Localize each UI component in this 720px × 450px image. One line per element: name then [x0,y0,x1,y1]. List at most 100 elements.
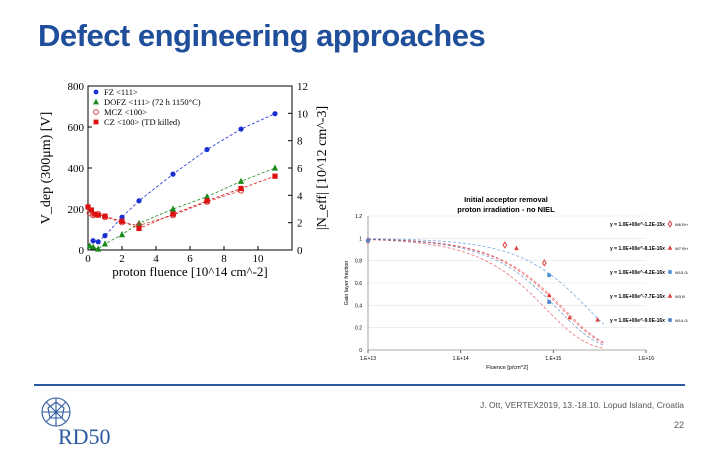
page-number: 22 [673,420,684,430]
data-point [514,245,519,251]
y-tick-label: 0.2 [355,326,362,332]
legend-marker [668,318,672,322]
citation-text: J. Ott, VERTEX2019, 13.-18.10. Lopud Isl… [480,400,684,410]
fit-curve [367,239,604,349]
legend-marker [668,270,672,274]
data-point [102,233,108,239]
legend-marker [93,98,99,105]
x-tick-label: 1.E+15 [545,356,561,362]
data-point [119,218,125,224]
data-point [547,300,551,304]
legend-marker [93,119,99,125]
legend-label: W14 Ga [675,318,688,323]
data-point [502,241,508,249]
legend-marker [667,245,673,250]
data-point [102,213,108,219]
series-0: FZ <111> [90,87,278,245]
data-point [88,207,94,213]
series-4: y = 1.0E+00e^-9.0E-16x W14 Ga [367,238,688,346]
fit-equation: y = 1.0E+00e^-4.2E-16x [610,270,665,276]
series-3: y = 1.0E+00e^-7.7E-16x W3 B [367,238,685,343]
data-point [90,243,97,250]
y2-tick-label: 0 [297,245,303,257]
data-point [272,173,278,179]
data-point [169,205,177,212]
fit-curve [367,238,604,346]
y-tick-label: 1 [359,236,362,242]
rd50-logo: RD50 [41,397,111,448]
x-tick-label: 6 [187,253,193,265]
legend-label: W3 B [675,294,685,299]
data-point [170,171,176,177]
data-point [272,111,278,117]
data-point [203,193,211,200]
fit-equation: y = 1.0E+00e^-9.0E-16x [610,318,665,324]
data-point [204,198,210,204]
legend-marker [93,89,99,95]
data-point [86,242,93,249]
data-point [271,164,279,171]
y2-tick-label: 10 [297,108,309,120]
legend-label: MCZ <100> [104,107,147,117]
y-tick-label: 400 [68,163,85,175]
data-point [118,231,126,238]
y-tick-label: 0.8 [355,259,362,265]
y2-tick-label: 6 [297,163,303,175]
legend-marker [667,293,673,298]
legend-label: W6 B+C [675,222,688,227]
y2-tick-label: 4 [297,190,303,202]
fit-curve [367,238,604,344]
data-point [237,177,245,184]
chart2-title: Initial acceptor removal [464,195,548,204]
legend-label: FZ <111> [104,87,138,97]
x-axis-label: proton fluence [10^14 cm^-2] [112,264,268,279]
data-point [95,212,101,218]
series-1: DOFZ <111> (72 h 1150°C) [86,97,279,252]
fit-curve [367,238,604,343]
series-line [87,175,276,229]
data-point [136,225,142,232]
fit-equation: y = 1.0E+00e^-8.1E-16x [610,246,665,252]
data-point [95,239,101,245]
x-tick-label: 2 [119,253,125,265]
x-tick-label: 1.E+13 [360,356,376,362]
data-point [238,126,244,132]
data-point [204,146,210,153]
data-point [595,317,600,322]
data-point [170,211,176,217]
data-point [95,245,102,252]
legend-marker [93,109,99,115]
legend-label: DOFZ <111> (72 h 1150°C) [104,97,201,107]
x-tick-label: 0 [85,253,91,265]
x-tick-label: 1.E+14 [453,356,469,362]
chart2-subtitle: proton irradiation - no NIEL [457,205,555,214]
y2-tick-label: 8 [297,136,303,148]
x-tick-label: 1.E+16 [638,356,654,362]
fit-curve [367,238,605,325]
y2-axis-label: |N_eff| [10^12 cm^-3] [315,106,330,230]
fit-equation: y = 1.0E+00e^-7.7E-16x [610,294,665,300]
x-tick-label: 4 [153,253,159,265]
y-tick-label: 1.2 [355,214,362,220]
legend-label: CZ <100> (TD killed) [104,117,180,127]
y2-tick-label: 12 [297,81,308,93]
series-0: y = 1.0E+00e^-1.2E-15x W6 B+C [365,220,688,349]
footer-divider [34,384,685,386]
series-3: CZ <100> (TD killed) [85,117,278,232]
legend-label: W15 Ga+C [675,270,688,275]
data-point [238,185,244,192]
data-point [547,273,551,277]
series-line [89,190,242,226]
series-line [89,167,276,250]
y-tick-label: 0.6 [355,281,362,287]
y-axis-label: Gain layer fraction [344,261,350,306]
data-point [546,292,552,298]
data-point [366,238,370,243]
y-tick-label: 800 [68,81,85,93]
fit-equation: y = 1.0E+00e^-1.2E-15x [610,222,665,228]
data-point [85,204,91,210]
data-point [119,214,125,220]
data-point [136,198,142,204]
legend-marker [667,220,673,228]
y-tick-label: 0.4 [355,303,362,309]
